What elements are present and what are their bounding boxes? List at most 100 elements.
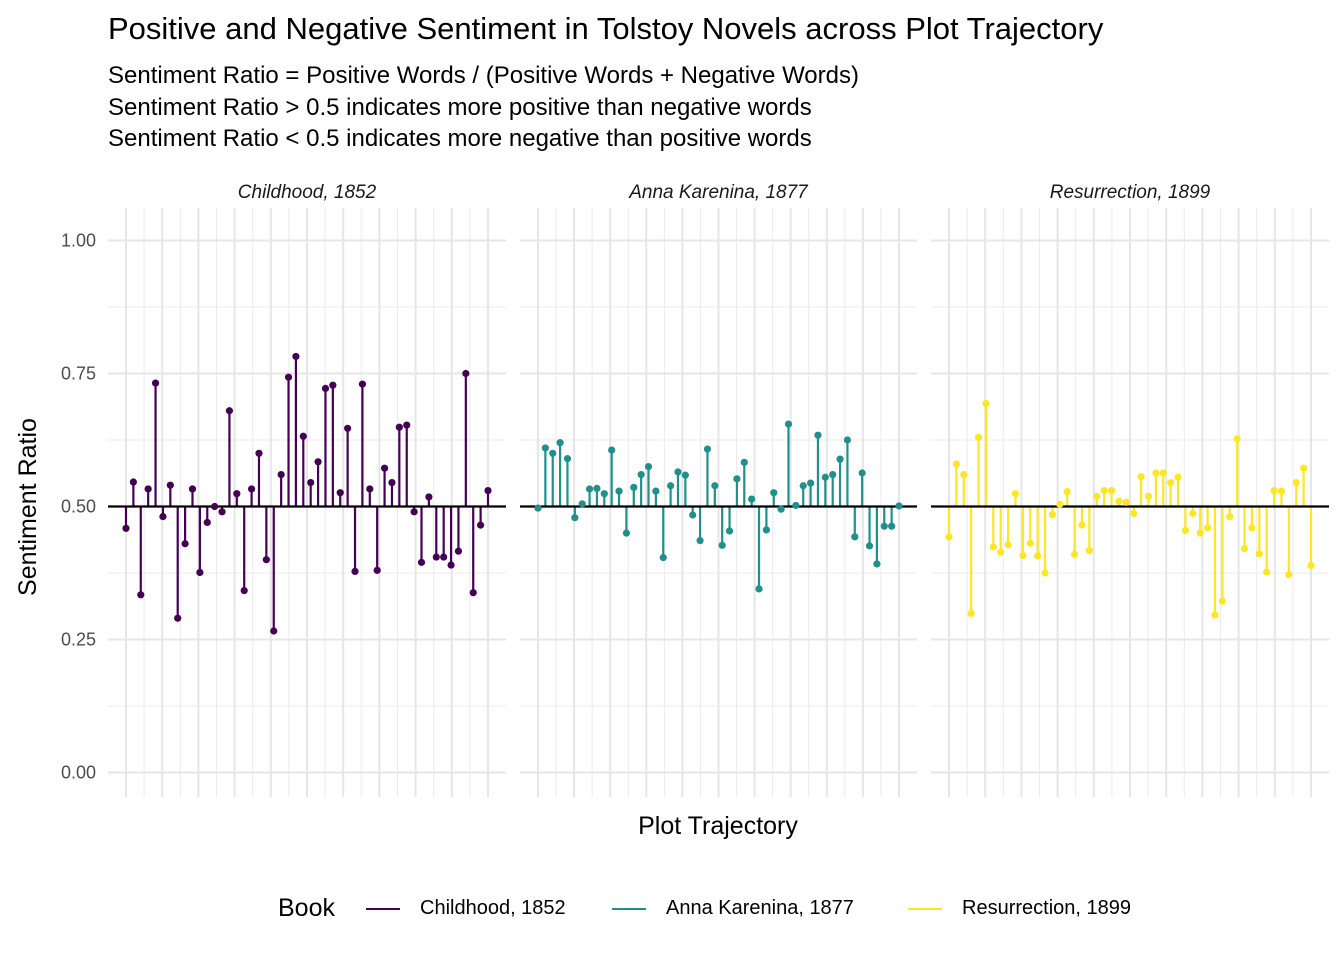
data-point — [585, 485, 594, 493]
legend: Book Childhood, 1852 Anna Karenina, 1877… — [0, 888, 1344, 932]
data-point — [314, 458, 322, 466]
data-point — [395, 423, 403, 431]
legend-key-line — [366, 908, 400, 910]
data-point — [1292, 478, 1300, 487]
data-point — [1034, 552, 1042, 560]
data-point — [659, 553, 667, 562]
data-point — [1233, 435, 1241, 443]
data-point — [873, 560, 881, 568]
data-point — [188, 485, 197, 493]
data-point — [755, 585, 763, 593]
data-point — [711, 482, 719, 490]
data-point — [137, 591, 145, 599]
data-point — [858, 469, 866, 477]
data-point — [440, 553, 448, 561]
data-point — [277, 470, 285, 479]
data-point — [960, 470, 968, 479]
data-point — [1263, 568, 1271, 576]
data-point — [718, 541, 726, 549]
data-point — [432, 553, 440, 561]
data-point — [1078, 521, 1086, 529]
y-axis-title: Sentiment Ratio — [14, 418, 42, 596]
x-axis-title: Plot Trajectory — [638, 812, 798, 840]
data-point — [307, 478, 315, 487]
data-point — [556, 439, 564, 447]
data-point — [1122, 498, 1130, 506]
data-point — [211, 502, 219, 511]
data-point — [821, 473, 829, 481]
data-point — [777, 505, 785, 513]
data-point — [469, 589, 477, 597]
data-point — [836, 455, 844, 463]
data-point — [410, 508, 418, 516]
data-point — [784, 420, 793, 428]
data-point — [1255, 550, 1263, 558]
data-point — [549, 449, 557, 457]
data-point — [945, 533, 953, 541]
data-point — [748, 495, 756, 503]
data-point — [770, 489, 778, 497]
data-point — [725, 527, 734, 535]
data-point — [1277, 487, 1286, 495]
data-point — [358, 380, 367, 388]
data-point — [689, 511, 697, 519]
data-point — [336, 489, 344, 497]
data-point — [792, 501, 800, 510]
data-point — [321, 384, 330, 392]
data-point — [1056, 500, 1064, 508]
data-point — [667, 482, 675, 490]
data-point — [373, 566, 381, 574]
data-point — [454, 547, 463, 555]
data-point — [484, 486, 492, 495]
data-point — [425, 493, 433, 501]
data-point — [644, 463, 653, 471]
data-point — [1100, 486, 1108, 495]
subtitle-line: Sentiment Ratio > 0.5 indicates more pos… — [108, 93, 812, 121]
data-point — [174, 614, 182, 622]
data-point — [674, 468, 682, 476]
data-point — [166, 481, 174, 489]
data-point — [952, 460, 960, 468]
data-point — [829, 470, 837, 479]
data-point — [1285, 570, 1293, 579]
data-point — [1300, 464, 1308, 472]
data-point — [255, 449, 263, 457]
data-point — [329, 381, 337, 389]
y-tick-label: 0.75 — [61, 364, 96, 384]
data-point — [652, 487, 660, 495]
data-point — [762, 526, 770, 534]
facet-strip-label: Resurrection, 1899 — [1050, 182, 1211, 203]
data-point — [1130, 509, 1138, 518]
data-point — [967, 609, 975, 618]
data-point — [196, 568, 204, 577]
subtitle-line: Sentiment Ratio < 0.5 indicates more neg… — [108, 125, 812, 152]
legend-label: Resurrection, 1899 — [962, 897, 1131, 919]
data-point — [388, 478, 396, 487]
data-point — [1137, 473, 1145, 481]
data-point — [1004, 541, 1012, 549]
y-tick-label: 0.50 — [61, 497, 96, 517]
data-point — [1167, 478, 1175, 487]
data-point — [888, 522, 896, 530]
data-point — [1189, 509, 1197, 518]
legend-key-line — [908, 908, 942, 910]
data-point — [1270, 486, 1278, 495]
data-point — [1085, 547, 1093, 555]
data-point — [447, 561, 455, 569]
data-point — [270, 627, 278, 635]
data-point — [1019, 551, 1027, 560]
data-point — [851, 533, 859, 541]
data-point — [600, 490, 608, 498]
data-point — [578, 500, 586, 508]
data-point — [1070, 550, 1079, 558]
data-point — [982, 399, 990, 407]
data-point — [218, 508, 226, 516]
data-point — [403, 421, 411, 429]
data-point — [1307, 561, 1315, 570]
data-point — [1211, 611, 1219, 619]
data-point — [1041, 569, 1049, 577]
data-point — [895, 502, 903, 510]
chart-subtitle: Sentiment Ratio = Positive Words / (Posi… — [108, 60, 859, 155]
data-point — [1152, 469, 1160, 477]
data-point — [989, 543, 997, 551]
